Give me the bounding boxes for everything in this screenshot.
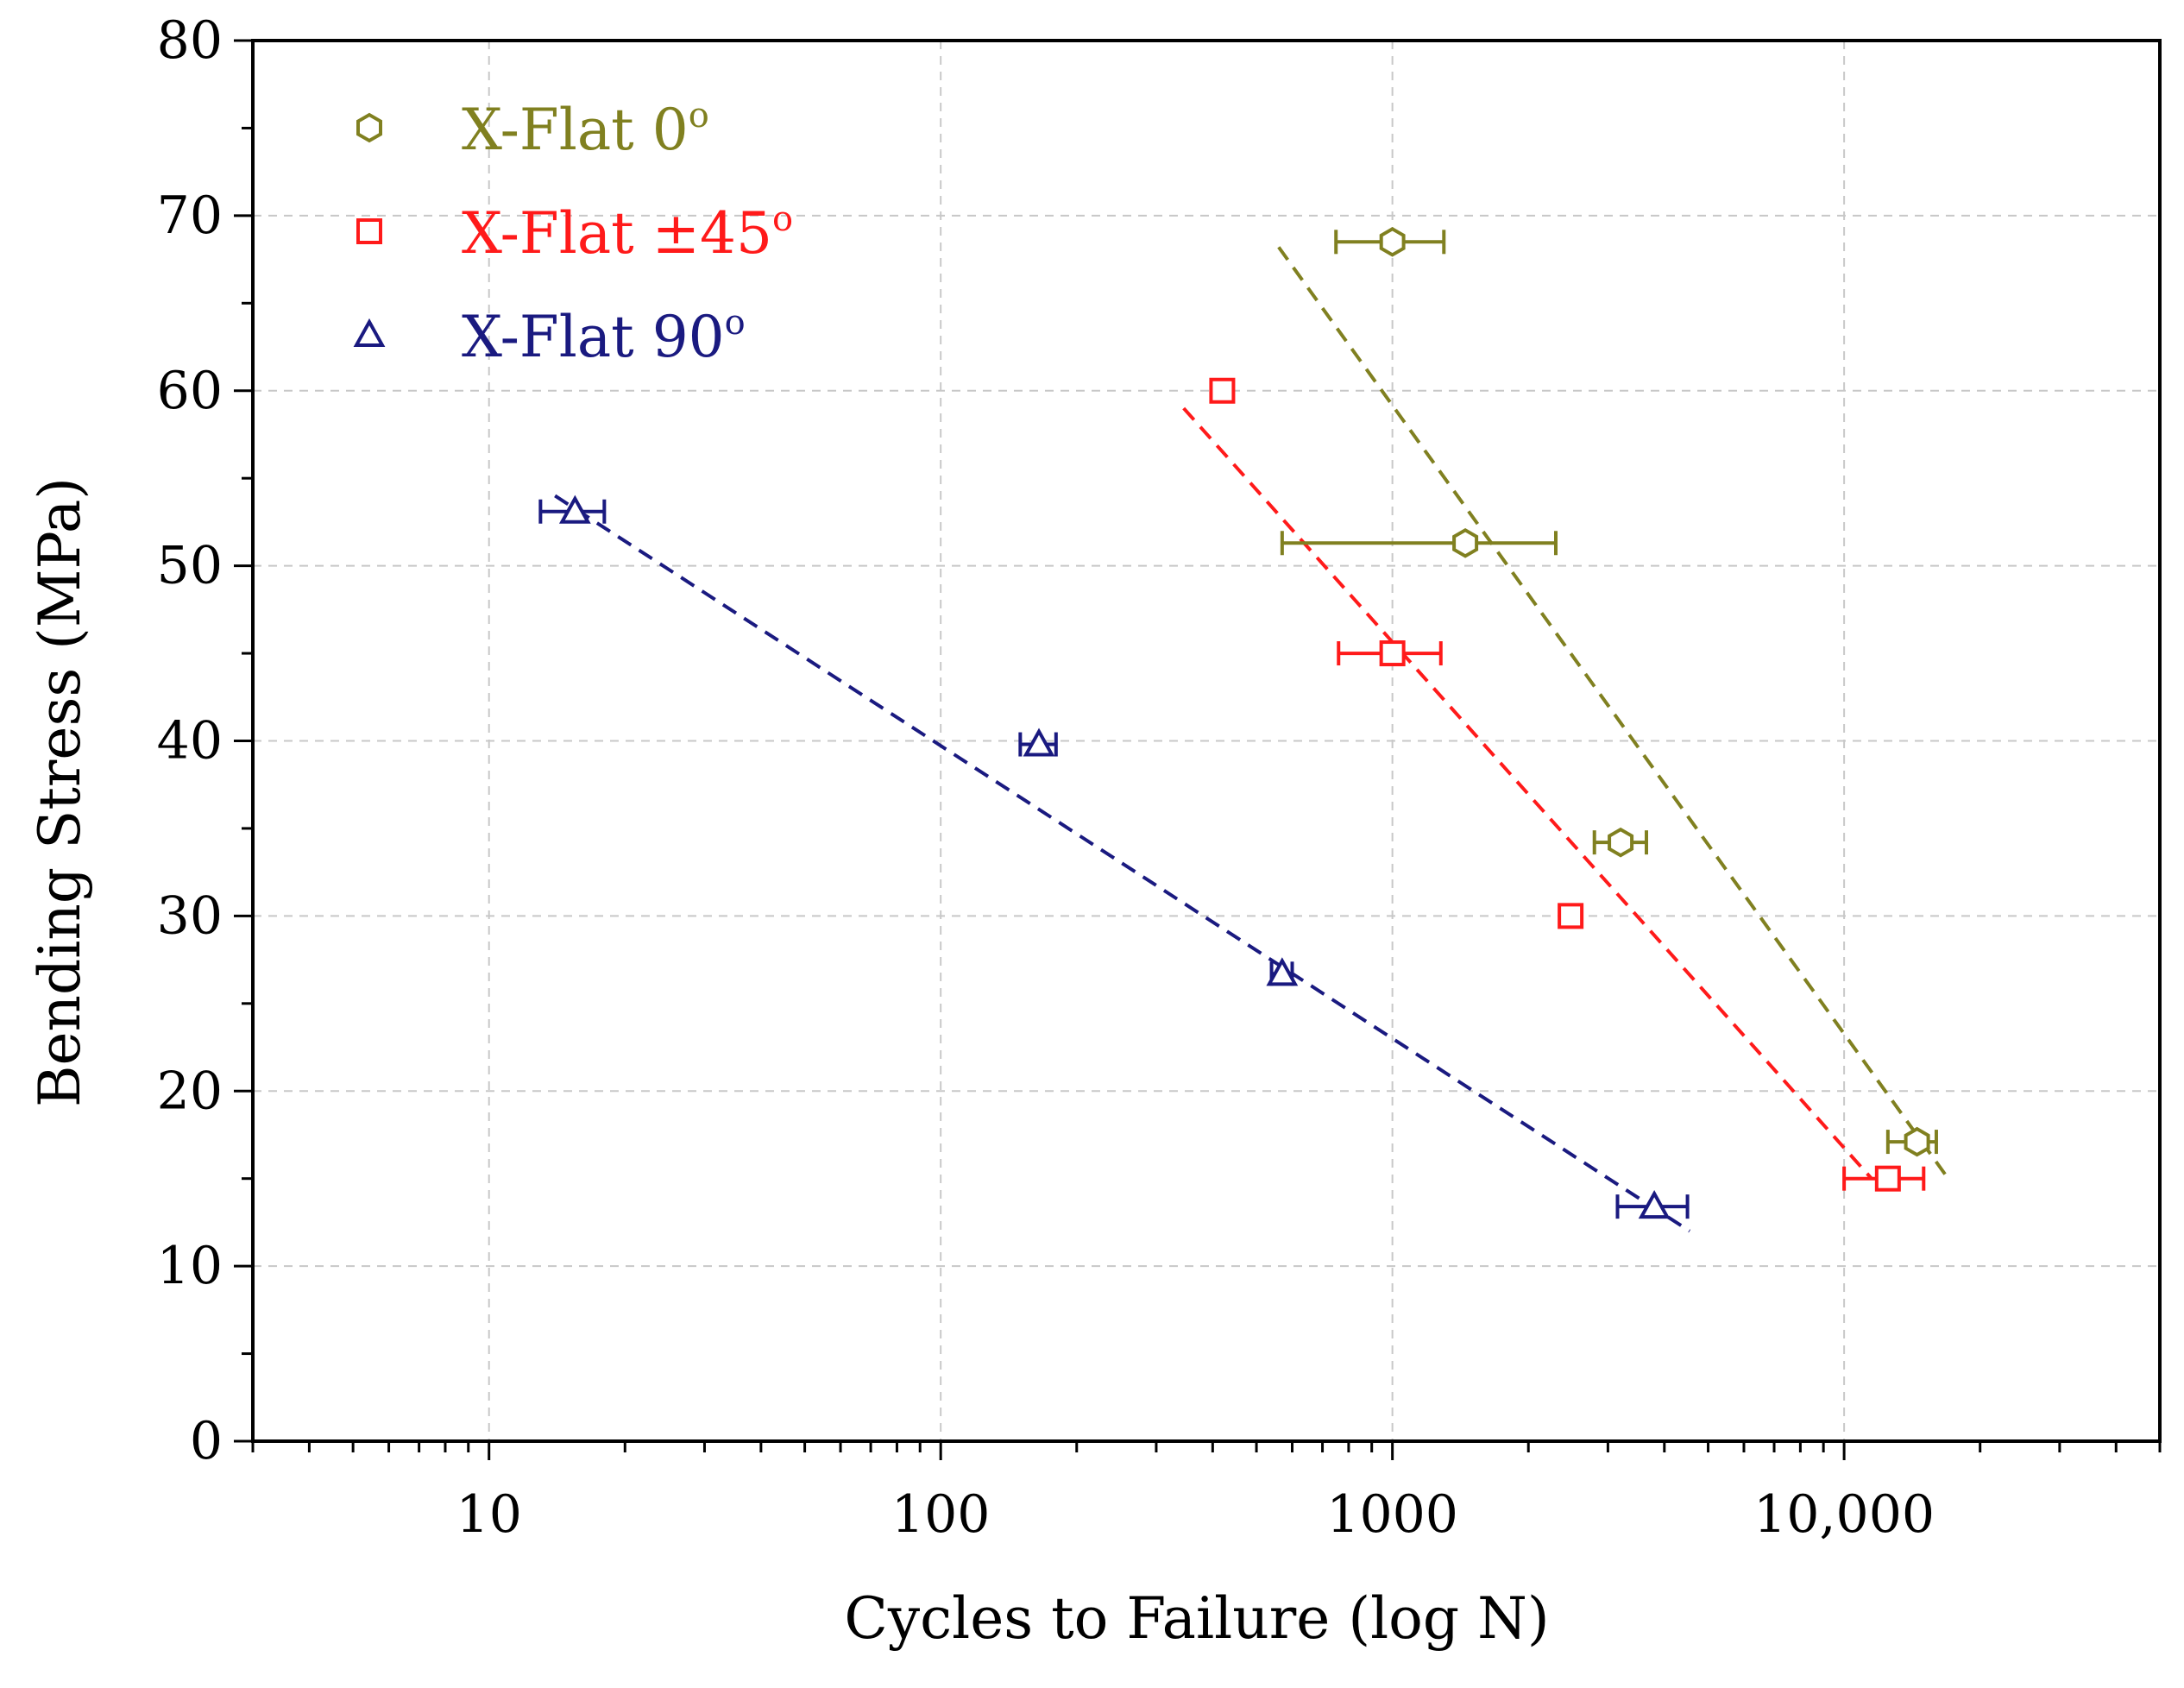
x-flat-90-legend-degree: o xyxy=(725,303,746,343)
x-flat-0-point xyxy=(1379,226,1406,257)
fit-lines xyxy=(554,246,1950,1233)
y-tick-label: 50 xyxy=(157,536,223,596)
x-flat-0-error-bar xyxy=(1280,531,1558,556)
y-tick-label: 30 xyxy=(157,885,223,946)
tick-labels: 10 100 1000 10,000 0 10 20 30 40 50 60 70 80 xyxy=(157,10,1935,1545)
y-tick-label: 40 xyxy=(157,711,223,772)
x-flat-90-legend-marker xyxy=(353,318,386,347)
x-flat-45-legend-degree: o xyxy=(772,199,793,239)
x-flat-45-point xyxy=(1209,377,1236,404)
x-flat-90-legend-label: X-Flat 90o xyxy=(462,303,746,370)
x-flat-45-legend-label: X-Flat ±45o xyxy=(462,199,793,267)
x-flat-45-point xyxy=(1558,903,1584,929)
x-flat-45-fit-line xyxy=(1182,406,1873,1181)
y-tick-label: 0 xyxy=(190,1411,223,1471)
error-bars xyxy=(538,230,1938,1219)
x-tick-label: 10 xyxy=(456,1484,522,1545)
y-tick-label: 10 xyxy=(157,1236,223,1296)
x-flat-90-point xyxy=(1266,957,1299,986)
y-tick-label: 80 xyxy=(157,10,223,71)
x-flat-0-point xyxy=(1452,527,1479,558)
x-axis-title: Cycles to Failure (log N) xyxy=(844,1585,1549,1652)
x-flat-0-fit-line xyxy=(1277,246,1950,1180)
x-flat-0-legend-label: X-Flat 0o xyxy=(462,96,709,163)
x-tick-label: 1000 xyxy=(1326,1484,1458,1545)
x-flat-45-point xyxy=(1874,1165,1901,1192)
x-tick-label: 100 xyxy=(891,1484,991,1545)
y-tick-label: 70 xyxy=(157,186,223,246)
x-flat-45-point xyxy=(1379,640,1406,667)
grid-layer xyxy=(253,41,2160,1441)
x-tick-label: 10,000 xyxy=(1753,1484,1935,1545)
y-tick-label: 60 xyxy=(157,361,223,421)
y-axis-title: Bending Stress (MPa) xyxy=(27,477,93,1107)
y-tick-label: 20 xyxy=(157,1061,223,1121)
x-flat-0-legend-marker xyxy=(356,112,382,143)
x-flat-45-legend-marker xyxy=(356,218,382,244)
x-flat-0-legend-degree: o xyxy=(689,96,709,135)
legend: X-Flat 0o X-Flat ±45o X-Flat 90o xyxy=(353,96,793,370)
data-markers xyxy=(558,226,1930,1219)
x-flat-0-point xyxy=(1904,1126,1930,1157)
x-flat-90-fit-line xyxy=(554,494,1691,1233)
x-flat-0-point xyxy=(1608,827,1634,858)
axes xyxy=(234,39,2162,1460)
x-flat-90-point xyxy=(1638,1190,1671,1219)
x-flat-90-point xyxy=(558,494,591,524)
x-flat-90-point xyxy=(1023,727,1055,757)
